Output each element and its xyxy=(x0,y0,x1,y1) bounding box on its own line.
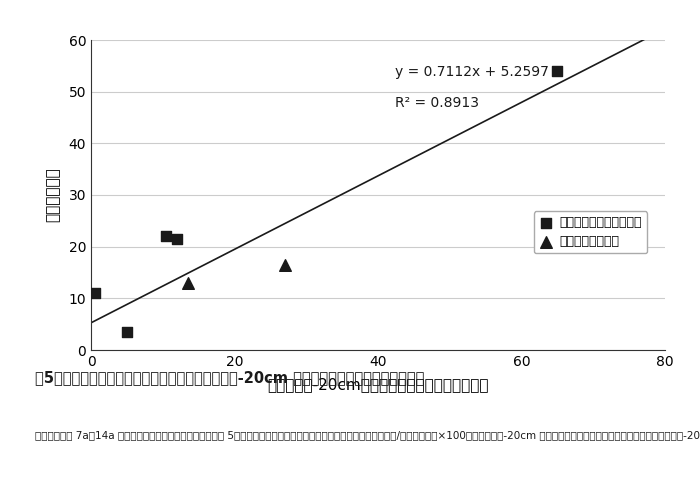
Text: y = 0.7112x + 5.2597: y = 0.7112x + 5.2597 xyxy=(395,65,549,79)
イタリアンライグラス後 xyxy=(552,67,563,75)
トウモロコシ単作 xyxy=(279,261,290,269)
Legend: イタリアンライグラス後, トウモロコシ単作: イタリアンライグラス後, トウモロコシ単作 xyxy=(533,211,648,254)
Y-axis label: 増収率（％）: 増収率（％） xyxy=(46,168,60,222)
Text: 図5．　現地試験における生育期間中の地下水位が-20cm 以上の期間の割合と増収率の関係: 図5． 現地試験における生育期間中の地下水位が-20cm 以上の期間の割合と増収… xyxy=(35,370,424,385)
イタリアンライグラス後 xyxy=(172,235,183,243)
トウモロコシ単作 xyxy=(182,279,193,287)
イタリアンライグラス後 xyxy=(89,289,100,297)
イタリアンライグラス後 xyxy=(121,328,132,336)
イタリアンライグラス後 xyxy=(161,232,172,240)
Text: R² = 0.8913: R² = 0.8913 xyxy=(395,96,480,110)
X-axis label: 地下水位が-20cm以上の高水位期間の割合（％）: 地下水位が-20cm以上の高水位期間の割合（％） xyxy=(267,377,489,392)
Text: 各プロットは 7a～14a の営農ほ場における試験。相関係数は 5％水準で有意。増収率＝（（捨立て区収量－慣行区収量）/慣行区収量）×100。地下水位が-20c: 各プロットは 7a～14a の営農ほ場における試験。相関係数は 5％水準で有意。… xyxy=(35,430,700,440)
